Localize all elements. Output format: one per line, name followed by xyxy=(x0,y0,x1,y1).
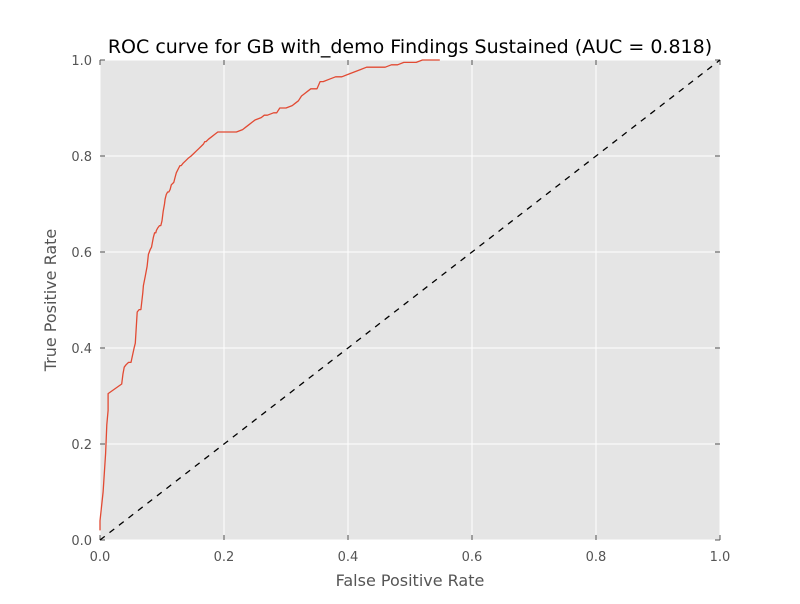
x-axis-label: False Positive Rate xyxy=(336,571,485,590)
y-tick-label: 0.8 xyxy=(71,150,92,165)
x-tick-label: 1.0 xyxy=(710,550,731,565)
y-tick-label: 0.4 xyxy=(71,342,92,357)
x-tick-label: 0.0 xyxy=(90,550,111,565)
y-axis-label: True Positive Rate xyxy=(41,229,60,373)
y-tick-label: 0.2 xyxy=(71,438,92,453)
axis-ticks xyxy=(99,59,721,541)
roc-curve-line xyxy=(99,59,440,531)
chart-title: ROC curve for GB with_demo Findings Sust… xyxy=(108,36,712,58)
chance-diagonal-line xyxy=(99,59,721,541)
series-group xyxy=(99,59,721,541)
x-tick-label: 0.2 xyxy=(214,550,235,565)
y-tick-label: 0.6 xyxy=(71,246,92,261)
x-tick-label: 0.8 xyxy=(586,550,607,565)
y-tick-label: 0.0 xyxy=(71,534,92,549)
y-tick-label: 1.0 xyxy=(71,54,92,69)
x-tick-label: 0.4 xyxy=(338,550,359,565)
tick-labels: 0.0 0.2 0.4 0.6 0.8 1.0 0.0 0.2 0.4 0.6 0.8 1.0 xyxy=(71,54,730,565)
grid xyxy=(99,59,721,541)
x-tick-label: 0.6 xyxy=(462,550,483,565)
plot-area-background xyxy=(100,60,720,540)
